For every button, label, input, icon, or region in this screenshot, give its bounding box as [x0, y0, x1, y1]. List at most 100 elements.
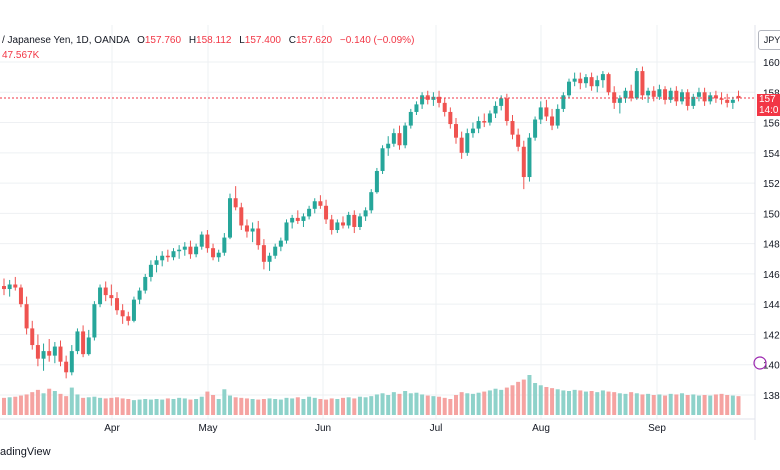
candle-body[interactable] — [143, 276, 148, 291]
candle-body[interactable] — [341, 222, 345, 226]
candle-body[interactable] — [527, 137, 532, 178]
candle-body[interactable] — [52, 346, 57, 356]
candle-body[interactable] — [476, 121, 481, 129]
candle-body[interactable] — [589, 77, 594, 87]
candle-body[interactable] — [459, 137, 464, 153]
candle-body[interactable] — [482, 121, 487, 123]
candle-body[interactable] — [81, 331, 86, 355]
candle-body[interactable] — [510, 121, 515, 135]
candle-body[interactable] — [437, 96, 442, 103]
candle-body[interactable] — [713, 95, 718, 99]
candle-body[interactable] — [92, 304, 97, 338]
candle-body[interactable] — [30, 328, 35, 346]
candle-body[interactable] — [499, 98, 504, 106]
candle-body[interactable] — [154, 260, 159, 265]
candle-body[interactable] — [267, 255, 272, 262]
candle-body[interactable] — [470, 128, 475, 134]
candle-body[interactable] — [612, 92, 617, 103]
candle-body[interactable] — [324, 205, 329, 220]
candle-body[interactable] — [448, 111, 453, 125]
candle-body[interactable] — [680, 92, 684, 102]
candle-body[interactable] — [329, 219, 334, 231]
candle-body[interactable] — [250, 228, 255, 232]
candle-body[interactable] — [634, 71, 639, 99]
candle-body[interactable] — [691, 96, 696, 106]
candle-body[interactable] — [544, 107, 549, 117]
candle-body[interactable] — [47, 351, 52, 356]
candle-body[interactable] — [493, 105, 498, 114]
candle-body[interactable] — [335, 222, 340, 231]
candle-body[interactable] — [165, 255, 170, 258]
candle-body[interactable] — [583, 77, 588, 84]
candle-body[interactable] — [578, 78, 583, 84]
candle-body[interactable] — [374, 170, 379, 193]
candle-body[interactable] — [205, 234, 210, 249]
candle-body[interactable] — [487, 113, 492, 123]
candle-body[interactable] — [13, 284, 18, 288]
candle-body[interactable] — [41, 351, 46, 359]
candle-body[interactable] — [171, 251, 176, 258]
candle-body[interactable] — [465, 133, 470, 153]
candle-body[interactable] — [239, 207, 244, 226]
candle-body[interactable] — [35, 345, 40, 359]
symbol-label[interactable]: / Japanese Yen, 1D, OANDA — [2, 35, 130, 46]
candle-body[interactable] — [391, 133, 396, 144]
candle-body[interactable] — [646, 90, 651, 96]
candle-body[interactable] — [651, 90, 656, 97]
candle-body[interactable] — [194, 246, 199, 255]
candle-body[interactable] — [69, 351, 74, 373]
candle-body[interactable] — [538, 107, 543, 120]
candle-body[interactable] — [668, 90, 673, 100]
compare-circle-icon[interactable] — [753, 356, 767, 370]
candle-body[interactable] — [425, 95, 430, 100]
candle-body[interactable] — [109, 295, 114, 299]
currency-button[interactable]: JPY — [758, 30, 780, 50]
candle-body[interactable] — [663, 89, 668, 100]
candle-body[interactable] — [408, 111, 413, 126]
candle-body[interactable] — [318, 201, 323, 206]
price-axis[interactable]: 138 140 142 144 146 148 150 152 154 156 158 160 — [763, 58, 780, 402]
candle-body[interactable] — [278, 240, 283, 247]
candle-body[interactable] — [312, 201, 317, 209]
candle-body[interactable] — [284, 222, 289, 241]
candle-body[interactable] — [148, 264, 153, 277]
candle-body[interactable] — [657, 89, 662, 97]
candle-body[interactable] — [555, 108, 560, 126]
candle-body[interactable] — [403, 125, 408, 146]
candle-body[interactable] — [617, 98, 622, 103]
candle-body[interactable] — [86, 337, 91, 355]
candle-body[interactable] — [2, 286, 6, 290]
candle-body[interactable] — [696, 92, 701, 97]
candle-body[interactable] — [516, 134, 521, 147]
candle-body[interactable] — [120, 310, 125, 317]
candle-body[interactable] — [244, 225, 249, 232]
candle-body[interactable] — [702, 92, 707, 102]
candle-body[interactable] — [290, 217, 295, 223]
candle-body[interactable] — [504, 98, 509, 122]
candle-layer[interactable] — [2, 66, 741, 379]
candle-body[interactable] — [606, 74, 611, 93]
candle-body[interactable] — [103, 287, 108, 296]
candle-body[interactable] — [307, 208, 312, 217]
candle-body[interactable] — [346, 214, 351, 226]
candle-body[interactable] — [736, 95, 741, 99]
candle-body[interactable] — [98, 287, 103, 305]
candle-body[interactable] — [674, 90, 679, 102]
candle-body[interactable] — [24, 304, 29, 329]
candle-body[interactable] — [414, 104, 419, 112]
candle-body[interactable] — [177, 249, 182, 252]
candle-body[interactable] — [216, 252, 221, 258]
candle-body[interactable] — [273, 246, 278, 256]
candle-body[interactable] — [211, 248, 216, 258]
candle-body[interactable] — [640, 71, 645, 96]
candle-body[interactable] — [228, 198, 232, 238]
candle-body[interactable] — [567, 81, 571, 96]
candle-body[interactable] — [380, 148, 385, 171]
candle-body[interactable] — [188, 246, 193, 255]
candle-body[interactable] — [357, 216, 362, 227]
candle-body[interactable] — [719, 98, 724, 100]
candle-body[interactable] — [256, 228, 261, 246]
candle-body[interactable] — [115, 298, 119, 311]
candle-body[interactable] — [233, 198, 238, 208]
time-axis[interactable]: Apr May Jun Jul Aug Sep — [104, 423, 666, 434]
